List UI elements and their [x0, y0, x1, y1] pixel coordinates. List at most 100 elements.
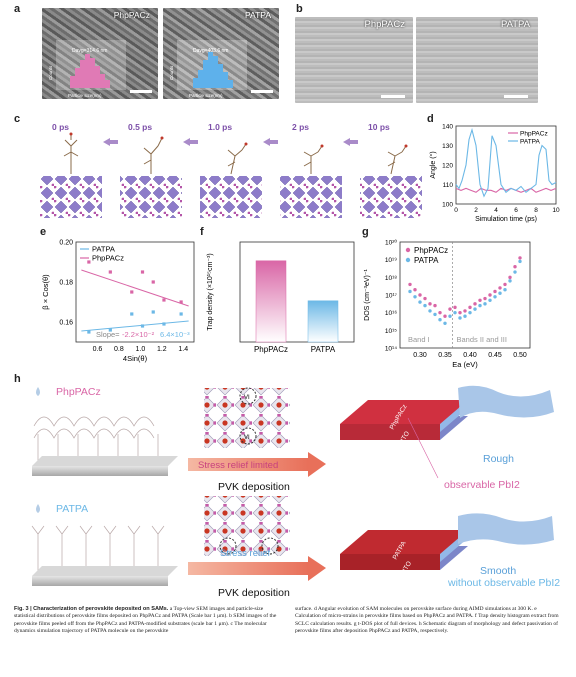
stack-label: ITO: [402, 560, 413, 573]
data-point: [87, 330, 91, 334]
size-histogram-phppacz: Davg=314.6 nm Particle size(nm) Counts: [48, 40, 126, 98]
arrow-body: [188, 562, 308, 575]
molecule-label: PhpPACz: [56, 386, 101, 398]
data-point: [518, 259, 522, 264]
legend-label: PATPA: [520, 139, 541, 146]
data-point: [483, 296, 487, 301]
surface-map: [458, 513, 554, 545]
y-tick-label: 0.16: [59, 320, 73, 327]
caption-text: surface. d Angular evolution of SAM mole…: [295, 606, 559, 635]
y-tick-label: 10¹⁸: [385, 275, 397, 282]
pointer-line: [407, 417, 439, 479]
x-axis-label: 4Sin(θ): [123, 354, 148, 363]
fig-number: Fig. 3 |: [14, 606, 32, 612]
data-point: [453, 305, 457, 310]
data-point: [151, 280, 155, 284]
plot-frame: [455, 125, 557, 205]
data-point: [443, 321, 447, 325]
layer-perovskite: [340, 530, 468, 554]
data-point: [518, 256, 522, 260]
data-point: [438, 310, 442, 315]
fit-line: [81, 269, 189, 307]
panel-label-c: c: [14, 113, 21, 125]
data-point: [508, 275, 512, 280]
pbi-label: observable PbI2: [444, 479, 520, 491]
data-point: [458, 316, 462, 320]
slope-value: 6.4×10⁻³: [160, 330, 190, 339]
x-tick-label: 0: [454, 207, 458, 214]
legend-label: PhpPACz: [414, 246, 448, 255]
x-tick-label: 1.2: [157, 346, 167, 353]
data-point: [443, 314, 447, 318]
result-label: Smooth: [480, 565, 516, 577]
molecule-forest: [33, 416, 159, 464]
result-label: Rough: [483, 453, 514, 465]
avg-size-label: Davg=314.6 nm: [72, 48, 107, 54]
sem-image-patpa-top: PATPA Davg=403.6 nm Particle size(nm) Co…: [163, 8, 279, 99]
data-point: [413, 288, 417, 292]
deposition-label: PVK deposition: [218, 481, 290, 493]
x-axis-label: Simulation time (ps): [475, 216, 537, 223]
data-point: [493, 295, 497, 299]
y-tick-label: 0.20: [59, 240, 73, 247]
x-tick-label: 10: [552, 207, 560, 214]
y-axis-label: β × Cos(θ): [41, 274, 50, 310]
data-point: [498, 286, 502, 290]
data-point: [408, 282, 412, 287]
data-point: [448, 314, 452, 318]
y-tick-label: 130: [442, 143, 453, 150]
data-point: [151, 310, 155, 314]
data-point: [503, 288, 507, 292]
x-tick-label: 6: [514, 207, 518, 214]
data-point: [463, 309, 467, 313]
data-point: [413, 295, 417, 299]
molecule-label: PATPA: [56, 503, 88, 515]
sem-title: PhpPACz: [113, 10, 150, 20]
data-point: [468, 305, 472, 310]
bar: [255, 260, 287, 343]
data-point: [130, 312, 134, 316]
y-tick-label: 10¹⁶: [385, 310, 397, 317]
y-tick-label: 10¹⁷: [385, 293, 397, 300]
data-point: [418, 300, 422, 304]
y-tick-label: 10¹⁵: [385, 328, 397, 335]
sem-image-patpa-bottom: PATPA: [416, 17, 538, 103]
substrate-edge: [32, 466, 168, 476]
time-label: 10 ps: [368, 122, 390, 132]
arrow-head: [308, 452, 326, 477]
data-point: [488, 298, 492, 302]
legend-swatch: [405, 257, 411, 263]
data-point: [162, 322, 166, 326]
series-line: [455, 187, 557, 193]
data-point: [513, 265, 517, 269]
arrow-body: [188, 458, 308, 471]
x-tick-label: PATPA: [311, 345, 336, 354]
data-point: [508, 279, 512, 283]
data-point: [433, 303, 437, 308]
caption-right: surface. d Angular evolution of SAM mole…: [295, 606, 563, 636]
series-line: [455, 127, 557, 198]
data-point: [478, 303, 482, 308]
data-point: [448, 307, 452, 311]
surface-map: [458, 385, 554, 418]
substrate: [32, 566, 178, 576]
avg-size-label: Davg=403.6 nm: [193, 48, 228, 54]
arrow-label: Stress relief limited: [198, 460, 278, 471]
plot-frame: [399, 241, 531, 349]
data-point: [453, 310, 457, 315]
y-axis-label: Angle (°): [429, 151, 437, 178]
data-point: [458, 310, 462, 315]
slope-label: Slope=: [96, 330, 120, 339]
panel-label-f: f: [200, 226, 204, 238]
panel-label-a: a: [14, 3, 21, 15]
substrate-edge: [32, 576, 168, 586]
y-tick-label: 140: [442, 124, 453, 131]
y-axis-label: DOS (cm⁻³eV)⁻¹: [364, 268, 371, 320]
y-tick-label: 0.18: [59, 280, 73, 287]
caption-left: Fig. 3 | Characterization of perovskite …: [14, 606, 282, 636]
chart-angle-evolution: 100 110 120 130 140 0 2 4 6 8 10 Simulation time (p…: [429, 124, 560, 224]
x-tick-label: 4: [494, 207, 498, 214]
data-point: [513, 270, 517, 274]
data-point: [418, 293, 422, 297]
x-tick-label: 0.30: [413, 352, 427, 359]
